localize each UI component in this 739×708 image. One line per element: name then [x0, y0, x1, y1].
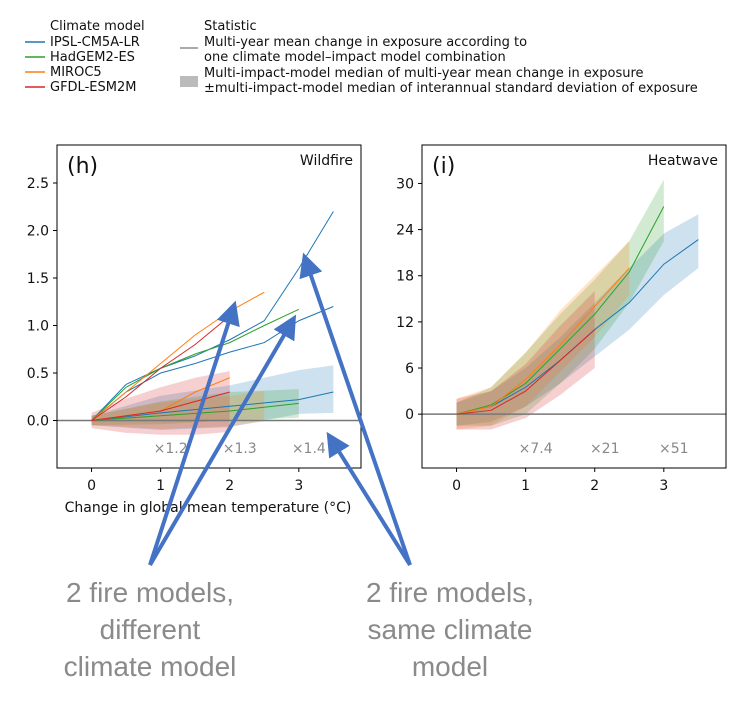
annotation-right-line-3: model [411, 651, 489, 682]
wildfire-xtick-label: 2 [225, 478, 234, 494]
wildfire-xtick-label: 3 [294, 478, 303, 494]
heatwave-xtick-label: 2 [590, 478, 599, 494]
wildfire-line-gfdl-esm2m-8 [91, 391, 230, 421]
legend-statistic: Statistic Multi-year mean change in expo… [180, 19, 698, 96]
annotation-arrow [299, 252, 412, 566]
legend-stat-band-text-2: ±multi-impact-model median of interannua… [204, 81, 698, 96]
wildfire-line-hadgem2-es-4 [91, 402, 299, 421]
wildfire-line-ipsl-cm5a-lr-2 [91, 391, 334, 421]
wildfire-ytick-label: 0.0 [27, 414, 49, 430]
wildfire-multiplier-label: ×1.4 [292, 441, 326, 457]
annotation-left-line-1: 2 fire models, [65, 577, 235, 608]
wildfire-band-miroc5 [91, 391, 265, 430]
heatwave-band-ipsl-cm5a-lr [456, 214, 699, 426]
annotation-arrow [148, 300, 240, 566]
heatwave-xtick-label: 0 [452, 478, 461, 494]
heatwave-ytick-label: 12 [396, 315, 414, 331]
legend-stat-band-text-1: Multi-impact-model median of multi-year … [204, 66, 644, 81]
heatwave-ytick-label: 0 [405, 407, 414, 423]
panel-wildfire: 0.0 0.5 1.0 1.5 2.0 2.5 0 1 2 3 ×1.2 ×1.3 ×1.4 (h) Wil… [27, 144, 362, 494]
heatwave-multiplier-label: ×51 [659, 441, 689, 457]
legend-label-ipsl-cm5a-lr: IPSL-CM5A-LR [50, 35, 140, 50]
heatwave-line-gfdl-esm2m-3 [456, 329, 596, 415]
legend-stat-line-text-2: one climate model–impact model combinati… [204, 50, 506, 65]
heatwave-xtick-label: 3 [659, 478, 668, 494]
heatwave-axes-frame [421, 144, 727, 469]
wildfire-xtick-label: 1 [156, 478, 165, 494]
heatwave-line-miroc5-2 [456, 267, 630, 415]
wildfire-ytick-label: 1.5 [27, 271, 49, 287]
heatwave-panel-title: Heatwave [648, 153, 718, 169]
wildfire-ytick-label: 2.5 [27, 176, 49, 192]
heatwave-line-hadgem2-es-1 [456, 206, 665, 415]
legend-label-gfdl-esm2m: GFDL-ESM2M [50, 80, 136, 95]
heatwave-multiplier-label: ×21 [590, 441, 620, 457]
annotation-arrows [148, 252, 412, 567]
legend-label-hadgem2-es: HadGEM2-ES [50, 50, 135, 65]
wildfire-multiplier-label: ×1.3 [223, 441, 257, 457]
legend-climate-model: Climate model IPSL-CM5A-LRHadGEM2-ESMIRO… [25, 19, 145, 95]
wildfire-xtick-label: 0 [87, 478, 96, 494]
wildfire-multiplier-label: ×1.2 [154, 441, 188, 457]
legend-model-title: Climate model [50, 19, 145, 34]
heatwave-xtick-label: 1 [521, 478, 530, 494]
heatwave-ytick-label: 18 [396, 269, 414, 285]
heatwave-ytick-label: 30 [396, 176, 414, 192]
wildfire-panel-label: (h) [67, 154, 98, 179]
wildfire-line-hadgem2-es-3 [91, 308, 300, 421]
heatwave-panel-label: (i) [432, 154, 455, 179]
legend-stat-band-swatch [180, 76, 198, 87]
annotation-arrow [148, 314, 297, 567]
annotation-left-line-3: climate model [63, 651, 237, 682]
wildfire-panel-title: Wildfire [300, 153, 353, 169]
annotation-left-line-2: different [99, 614, 201, 645]
legend-stat-title: Statistic [204, 19, 257, 34]
legend-stat-line-text-1: Multi-year mean change in exposure accor… [204, 35, 527, 50]
annotation-arrow [326, 431, 412, 567]
x-axis-label: Change in global mean temperature (°C) [65, 500, 352, 516]
wildfire-ytick-label: 2.0 [27, 224, 49, 240]
heatwave-ytick-label: 24 [396, 223, 414, 239]
wildfire-line-gfdl-esm2m-7 [91, 315, 231, 421]
heatwave-multiplier-label: ×7.4 [519, 441, 553, 457]
wildfire-ytick-label: 0.5 [27, 366, 49, 382]
heatwave-band-miroc5 [456, 241, 630, 430]
annotation-right-line-1: 2 fire models, [365, 577, 535, 608]
legend-label-miroc5: MIROC5 [50, 65, 102, 80]
annotation-different-climate-model: 2 fire models, different climate model [5, 574, 295, 685]
wildfire-band-gfdl-esm2m [91, 371, 230, 435]
heatwave-band-gfdl-esm2m [456, 291, 595, 430]
wildfire-ytick-label: 1.0 [27, 319, 49, 335]
annotation-right-line-2: same climate [367, 614, 533, 645]
wildfire-axes-frame [56, 144, 362, 469]
annotation-same-climate-model: 2 fire models, same climate model [325, 574, 575, 685]
heatwave-ytick-label: 6 [405, 361, 414, 377]
heatwave-band-hadgem2-es [456, 179, 664, 426]
